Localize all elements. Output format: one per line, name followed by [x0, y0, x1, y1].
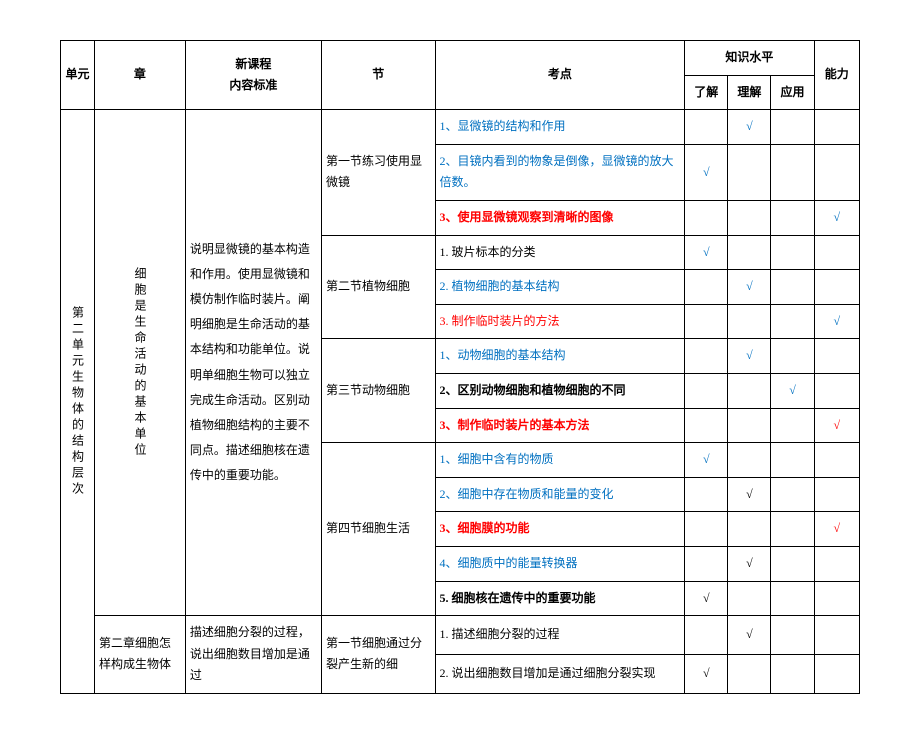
standard1-cell: 说明显微镜的基本构造和作用。使用显微镜和模仿制作临时装片。阐明细胞是生命活动的基…: [185, 110, 321, 616]
check-c: √: [728, 110, 771, 145]
section1-cell: 第一节练习使用显微镜: [322, 110, 435, 235]
point-cell: 2、细胞中存在物质和能量的变化: [435, 477, 685, 512]
th-understand: 了解: [685, 75, 728, 110]
point-cell: 1、细胞中含有的物质: [435, 443, 685, 478]
point-cell: 3、制作临时装片的基本方法: [435, 408, 685, 443]
point-cell: 5. 细胞核在遗传中的重要功能: [435, 581, 685, 616]
section3-cell: 第三节动物细胞: [322, 339, 435, 443]
th-standard: 新课程 内容标准: [185, 41, 321, 110]
standard2-cell: 描述细胞分裂的过程，说出细胞数目增加是通过: [185, 616, 321, 694]
point-cell: 3、使用显微镜观察到清晰的图像: [435, 200, 685, 235]
section4-cell: 第四节细胞生活: [322, 443, 435, 616]
section5-cell: 第一节细胞通过分裂产生新的细: [322, 616, 435, 694]
th-unit: 单元: [61, 41, 95, 110]
point-cell: 4、细胞质中的能量转换器: [435, 546, 685, 581]
point-cell: 3. 制作临时装片的方法: [435, 304, 685, 339]
check-ab: [814, 110, 859, 145]
th-comprehend: 理解: [728, 75, 771, 110]
point-cell: 1、显微镜的结构和作用: [435, 110, 685, 145]
point-cell: 1、动物细胞的基本结构: [435, 339, 685, 374]
check-a: [771, 110, 814, 145]
chapter1-cell: 细胞是生命活动的基本单位: [95, 110, 186, 616]
point-cell: 1. 描述细胞分裂的过程: [435, 616, 685, 655]
point-cell: 2、目镜内看到的物象是倒像，显微镜的放大倍数。: [435, 144, 685, 200]
section2-cell: 第二节植物细胞: [322, 235, 435, 339]
th-chapter: 章: [95, 41, 186, 110]
th-ability: 能力: [814, 41, 859, 110]
check-u: [685, 110, 728, 145]
chapter2-cell: 第二章细胞怎样构成生物体: [95, 616, 186, 694]
unit-cell: 第二单元生物体的结构层次: [61, 110, 95, 694]
curriculum-table: 单元 章 新课程 内容标准 节 考点 知识水平 能力 了解 理解 应用 第二单元…: [60, 40, 860, 694]
th-point: 考点: [435, 41, 685, 110]
th-section: 节: [322, 41, 435, 110]
point-cell: 1. 玻片标本的分类: [435, 235, 685, 270]
point-cell: 2. 植物细胞的基本结构: [435, 270, 685, 305]
point-cell: 3、细胞膜的功能: [435, 512, 685, 547]
th-apply: 应用: [771, 75, 814, 110]
point-cell: 2. 说出细胞数目增加是通过细胞分裂实现: [435, 654, 685, 693]
point-cell: 2、区别动物细胞和植物细胞的不同: [435, 373, 685, 408]
th-knowledge: 知识水平: [685, 41, 814, 76]
